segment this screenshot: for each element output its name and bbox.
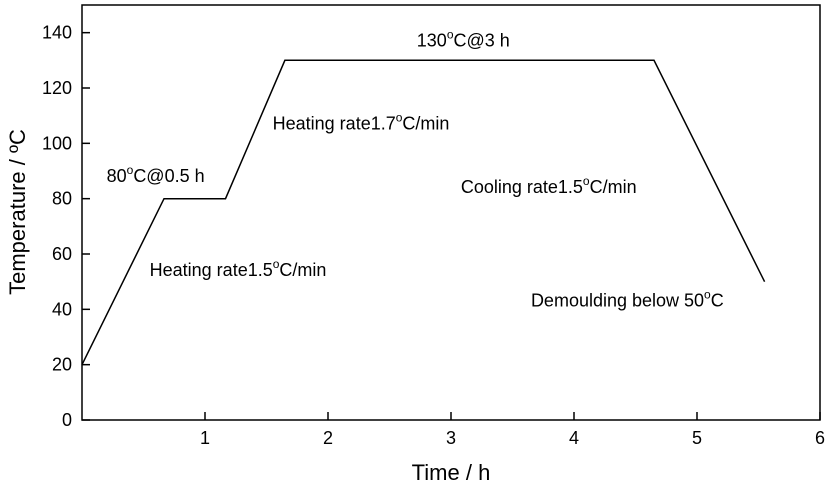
- x-tick-label: 1: [200, 428, 210, 448]
- y-tick-label: 40: [52, 299, 72, 319]
- x-axis-ticks: 1 2 3 4 5 6: [200, 412, 825, 448]
- temperature-profile-line: [81, 59, 766, 366]
- annotations-layer: 80oC@0.5 h Heating rate1.5oC/min Heating r…: [107, 28, 724, 311]
- y-tick-label: 60: [52, 244, 72, 264]
- x-tick-label: 3: [446, 428, 456, 448]
- annotation-heating-1: Heating rate1.5oC/min: [150, 257, 327, 280]
- annotation-cooling: Cooling rate1.5oC/min: [461, 174, 637, 197]
- y-tick-label: 80: [52, 189, 72, 209]
- y-tick-label: 20: [52, 355, 72, 375]
- x-tick-label: 2: [323, 428, 333, 448]
- annotation-hold-130: 130oC@3 h: [417, 28, 510, 51]
- y-axis-ticks: 0 20 40 60 80 100 120 140: [42, 23, 90, 430]
- series-layer: [81, 59, 766, 366]
- x-axis-title: Time / h: [412, 460, 491, 485]
- x-tick-label: 6: [815, 428, 825, 448]
- y-tick-label: 0: [62, 410, 72, 430]
- y-tick-label: 140: [42, 23, 72, 43]
- y-tick-label: 120: [42, 78, 72, 98]
- plot-frame: [81, 4, 821, 421]
- annotation-demoulding: Demoulding below 50oC: [531, 288, 724, 311]
- annotation-hold-80: 80oC@0.5 h: [107, 163, 205, 186]
- x-tick-label: 4: [569, 428, 579, 448]
- y-axis-title: Temperature / ºC: [5, 129, 30, 295]
- x-tick-label: 5: [692, 428, 702, 448]
- y-tick-label: 100: [42, 133, 72, 153]
- annotation-heating-2: Heating rate1.7oC/min: [273, 111, 450, 134]
